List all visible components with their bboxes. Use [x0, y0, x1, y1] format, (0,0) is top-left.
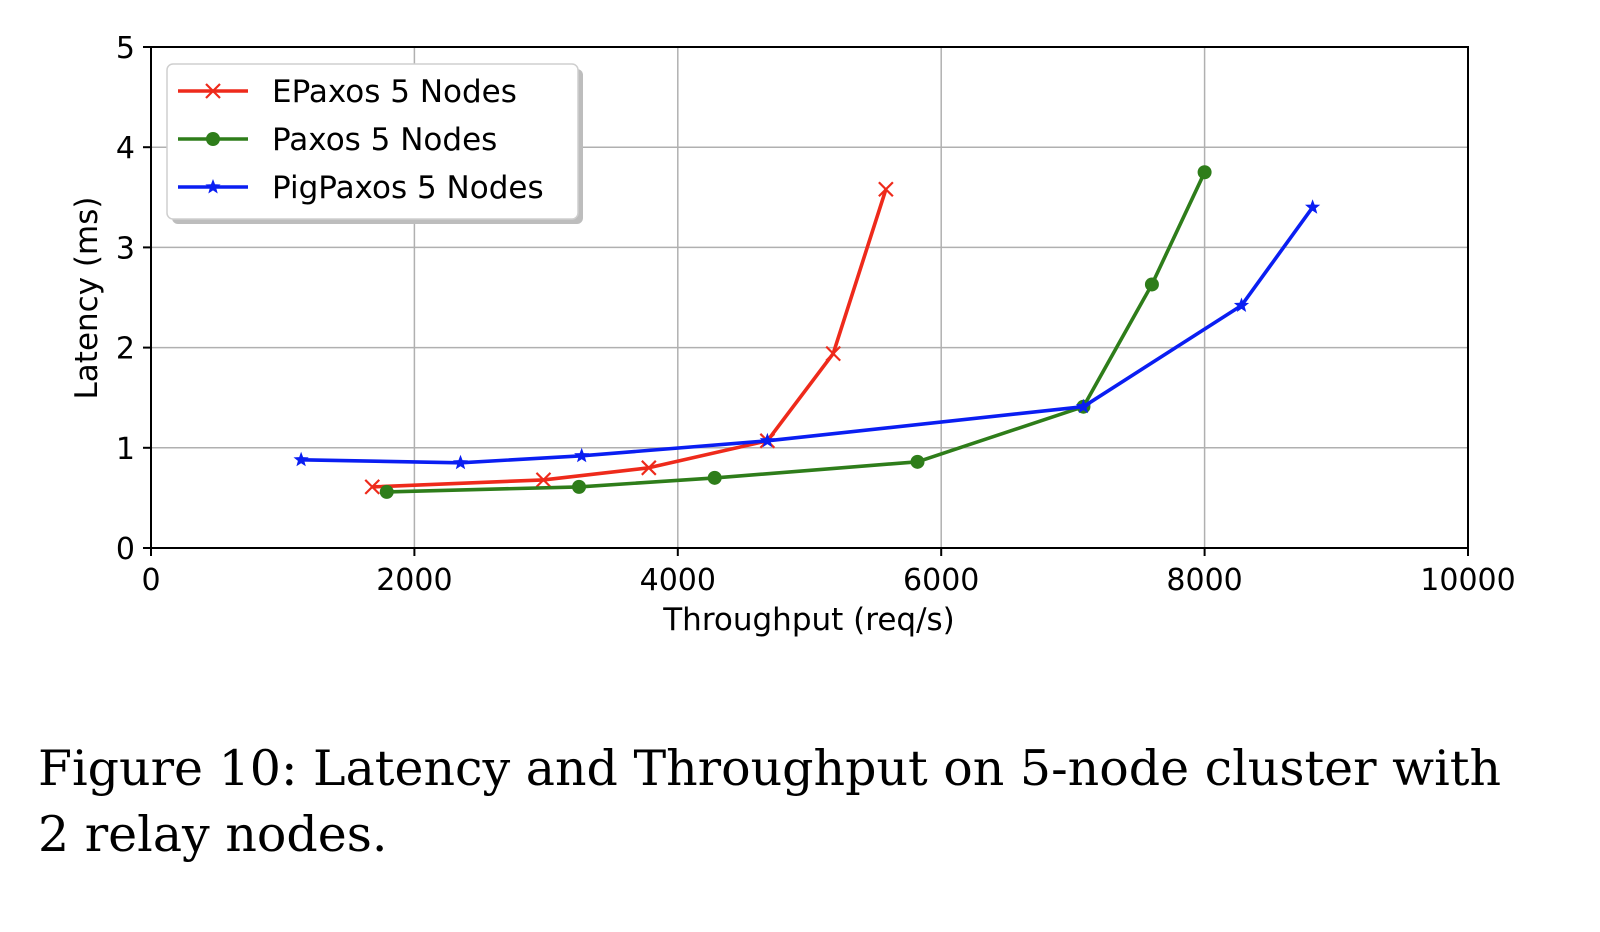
legend: EPaxos 5 Nodes Paxos 5 Nodes PigPaxos 5 No… [166, 63, 583, 224]
x-tick-label: 8000 [1166, 563, 1242, 598]
legend-item: PigPaxos 5 Nodes [178, 170, 544, 206]
caption-line-1: Figure 10: Latency and Throughput on 5-n… [38, 740, 1502, 797]
x-tick-label: 6000 [903, 563, 979, 598]
plot-frame [150, 46, 1469, 549]
axis-ticks: 0 2000 4000 6000 8000 10000 0 1 2 3 4 5 [116, 31, 1516, 598]
data-point [707, 470, 722, 485]
x-tick-label: 2000 [376, 563, 452, 598]
legend-label: PigPaxos 5 Nodes [272, 170, 544, 206]
data-point [452, 454, 469, 470]
data-point [1144, 277, 1159, 292]
series-0 [364, 181, 894, 495]
y-tick-label: 2 [116, 332, 135, 367]
legend-marker [205, 83, 221, 99]
data-point [910, 454, 925, 469]
data-point [535, 472, 552, 488]
data-point [641, 460, 657, 476]
x-tick-label: 4000 [640, 563, 716, 598]
series-2 [293, 199, 1321, 470]
y-tick-label: 1 [116, 432, 135, 467]
x-axis-label: Throughput (req/s) [662, 602, 955, 638]
legend-label: Paxos 5 Nodes [272, 122, 497, 158]
figure-caption: Figure 10: Latency and Throughput on 5-n… [38, 736, 1578, 868]
legend-item: Paxos 5 Nodes [178, 122, 497, 158]
legend-box [166, 63, 579, 220]
legend-marker [205, 179, 221, 194]
data-point [1305, 199, 1321, 214]
series-line [372, 188, 888, 489]
y-tick-label: 5 [116, 31, 135, 66]
data-point [759, 432, 775, 448]
legend-item: EPaxos 5 Nodes [178, 74, 517, 110]
y-tick-label: 4 [116, 131, 135, 166]
data-point [574, 447, 590, 463]
data-point [1197, 165, 1212, 180]
data-point [1075, 398, 1091, 414]
data-point [364, 479, 381, 495]
data-point [1233, 297, 1250, 312]
legend-marker [206, 132, 220, 146]
y-axis-label: Latency (ms) [69, 197, 105, 400]
y-tick-label: 3 [116, 231, 135, 266]
caption-line-2: 2 relay nodes. [38, 806, 388, 863]
series-layer [293, 165, 1321, 499]
data-point [825, 345, 841, 362]
data-point [878, 181, 894, 198]
series-line [301, 206, 1315, 465]
data-point [572, 479, 587, 494]
x-tick-label: 10000 [1420, 563, 1515, 598]
y-tick-label: 0 [116, 532, 135, 567]
latency-throughput-chart: 0 2000 4000 6000 8000 10000 0 1 2 3 4 5 Throughput … [69, 31, 1516, 638]
legend-label: EPaxos 5 Nodes [272, 74, 517, 110]
x-tick-label: 0 [141, 563, 160, 598]
data-point [379, 484, 394, 499]
data-point [293, 451, 309, 467]
